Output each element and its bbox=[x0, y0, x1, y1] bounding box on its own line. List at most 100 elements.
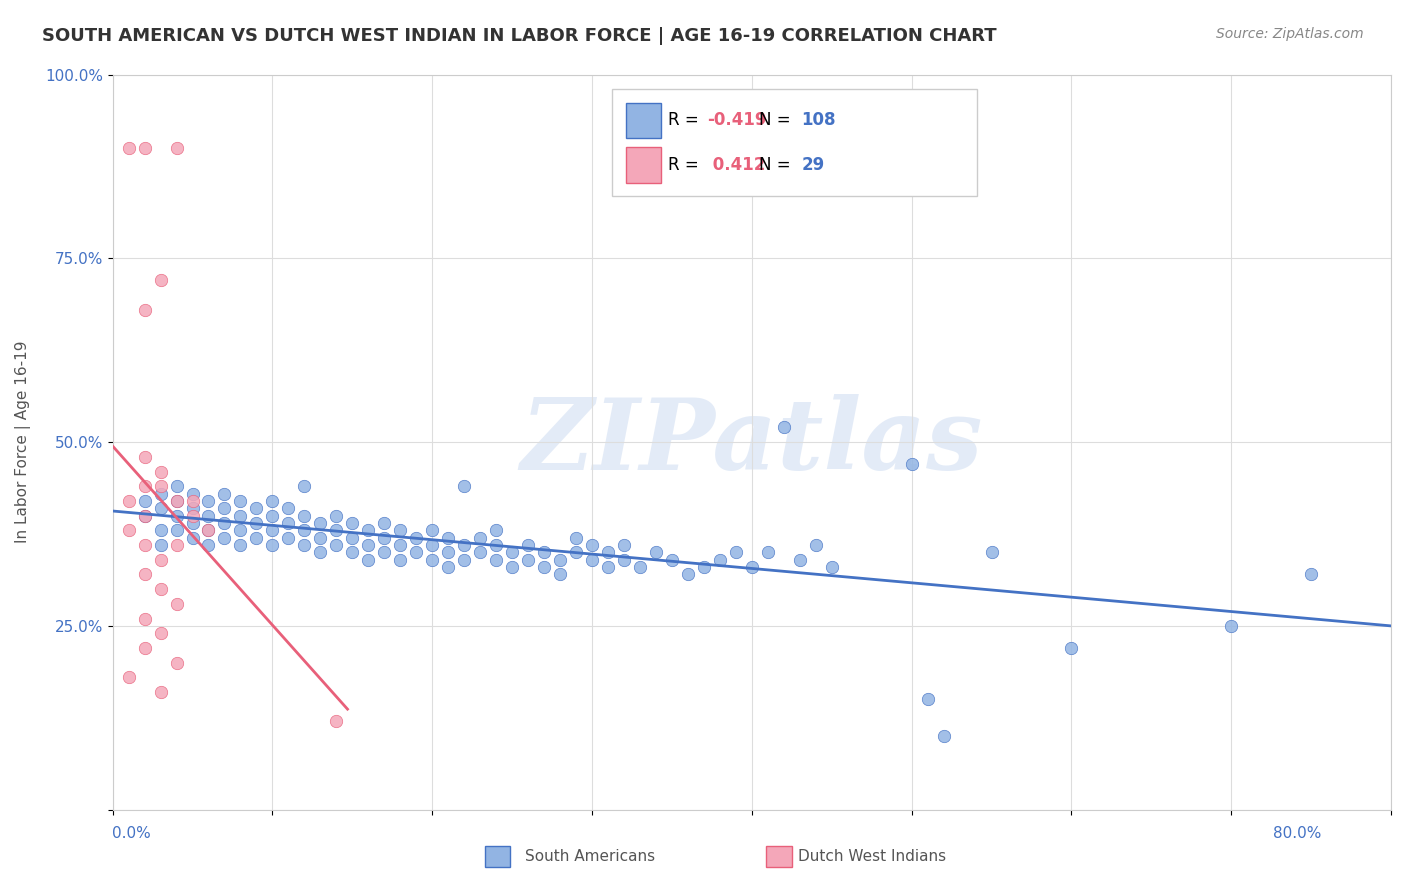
Point bbox=[309, 545, 332, 559]
Point bbox=[756, 545, 779, 559]
Point bbox=[197, 524, 219, 538]
Point bbox=[214, 501, 236, 516]
Point bbox=[134, 640, 156, 655]
Point bbox=[245, 501, 267, 516]
Point bbox=[724, 545, 747, 559]
Point bbox=[661, 553, 683, 567]
Point bbox=[709, 553, 731, 567]
Point bbox=[1301, 567, 1323, 582]
Point bbox=[134, 141, 156, 155]
Text: N =: N = bbox=[759, 156, 796, 174]
Point bbox=[181, 501, 204, 516]
Point bbox=[437, 531, 460, 545]
Point bbox=[342, 516, 364, 530]
Point bbox=[181, 516, 204, 530]
Point bbox=[262, 508, 284, 523]
Point bbox=[373, 516, 395, 530]
Point bbox=[134, 450, 156, 464]
Point bbox=[485, 553, 508, 567]
Point bbox=[548, 567, 571, 582]
Point bbox=[149, 553, 172, 567]
Point bbox=[517, 538, 540, 552]
Point bbox=[134, 538, 156, 552]
Point bbox=[357, 524, 380, 538]
Text: N =: N = bbox=[759, 112, 796, 129]
Point bbox=[900, 457, 922, 471]
Text: 0.412: 0.412 bbox=[707, 156, 766, 174]
Point bbox=[613, 538, 636, 552]
Point bbox=[197, 508, 219, 523]
Point bbox=[214, 531, 236, 545]
Point bbox=[117, 524, 139, 538]
Point bbox=[501, 545, 523, 559]
Point bbox=[134, 494, 156, 508]
Point bbox=[292, 524, 315, 538]
Point bbox=[389, 553, 412, 567]
Point bbox=[405, 531, 427, 545]
Point bbox=[420, 553, 443, 567]
Point bbox=[166, 479, 188, 493]
Point bbox=[149, 486, 172, 500]
Point bbox=[565, 545, 588, 559]
Text: 29: 29 bbox=[801, 156, 825, 174]
Point bbox=[149, 626, 172, 640]
Point bbox=[149, 685, 172, 699]
Point bbox=[357, 553, 380, 567]
Point bbox=[485, 538, 508, 552]
Point bbox=[533, 545, 555, 559]
Point bbox=[262, 524, 284, 538]
Point bbox=[181, 508, 204, 523]
Point bbox=[197, 494, 219, 508]
Point bbox=[821, 560, 844, 574]
Point bbox=[772, 420, 794, 434]
Point bbox=[166, 524, 188, 538]
Point bbox=[262, 494, 284, 508]
Point bbox=[596, 560, 619, 574]
Point bbox=[149, 524, 172, 538]
Text: R =: R = bbox=[668, 156, 704, 174]
Point bbox=[342, 531, 364, 545]
Point bbox=[373, 531, 395, 545]
Point bbox=[134, 479, 156, 493]
Point bbox=[628, 560, 651, 574]
Point bbox=[181, 486, 204, 500]
Point bbox=[181, 494, 204, 508]
Point bbox=[389, 524, 412, 538]
Point bbox=[325, 508, 347, 523]
Point bbox=[292, 538, 315, 552]
Point bbox=[166, 656, 188, 670]
Point bbox=[980, 545, 1002, 559]
Point bbox=[197, 538, 219, 552]
Point bbox=[149, 465, 172, 479]
Point bbox=[229, 494, 252, 508]
Point bbox=[134, 567, 156, 582]
Point bbox=[197, 524, 219, 538]
Point bbox=[437, 545, 460, 559]
Point bbox=[149, 501, 172, 516]
Text: ZIPatlas: ZIPatlas bbox=[520, 394, 983, 491]
Point bbox=[117, 141, 139, 155]
Text: Source: ZipAtlas.com: Source: ZipAtlas.com bbox=[1216, 27, 1364, 41]
Point bbox=[548, 553, 571, 567]
Point bbox=[932, 729, 955, 743]
Point bbox=[181, 531, 204, 545]
Point bbox=[149, 582, 172, 596]
Point bbox=[1220, 619, 1243, 633]
Point bbox=[373, 545, 395, 559]
Point bbox=[693, 560, 716, 574]
Point bbox=[166, 508, 188, 523]
Point bbox=[214, 516, 236, 530]
Point bbox=[453, 479, 475, 493]
Point bbox=[676, 567, 699, 582]
Point bbox=[292, 508, 315, 523]
Point bbox=[453, 553, 475, 567]
Point bbox=[277, 516, 299, 530]
Point bbox=[149, 538, 172, 552]
Point bbox=[134, 508, 156, 523]
Point bbox=[166, 538, 188, 552]
Point bbox=[613, 553, 636, 567]
Point bbox=[134, 302, 156, 317]
Text: R =: R = bbox=[668, 112, 704, 129]
Point bbox=[117, 670, 139, 684]
Point bbox=[309, 516, 332, 530]
